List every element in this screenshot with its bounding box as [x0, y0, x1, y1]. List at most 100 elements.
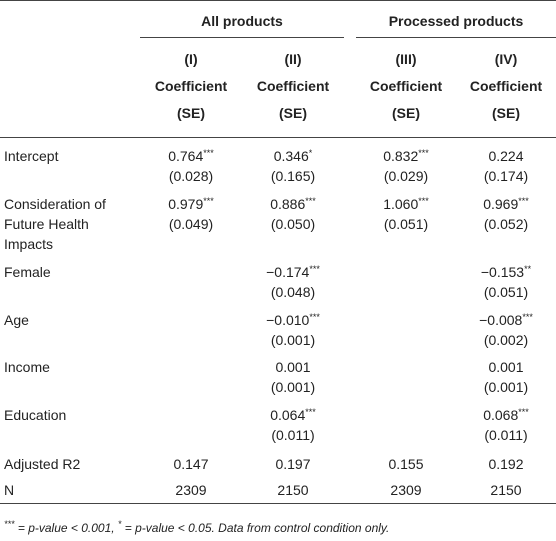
coefficient-value: −0.153 — [480, 264, 525, 280]
row-label-line: Future Health — [4, 216, 89, 232]
standard-error: (0.050) — [270, 216, 316, 232]
column-header-4: (IV) Coefficient (SE) — [456, 49, 556, 123]
coefficient-line: 0.068*** — [456, 405, 556, 425]
standard-error: (0.048) — [270, 284, 316, 300]
coefficient-line: 0.001 — [456, 357, 556, 377]
summary-value: 2309 — [175, 482, 207, 498]
significance-stars: *** — [518, 407, 529, 417]
summary-value: 0.155 — [388, 456, 424, 472]
standard-error: (0.049) — [168, 216, 214, 232]
coefficient-line: −0.010*** — [242, 310, 344, 330]
standard-error: (0.029) — [383, 168, 429, 184]
standard-error: (0.052) — [483, 216, 529, 232]
row-label: Intercept — [4, 146, 140, 166]
standard-error: (0.051) — [383, 216, 429, 232]
standard-error: (0.001) — [483, 379, 529, 395]
coefficient-value: 0.068 — [483, 407, 519, 423]
summary-value: 2309 — [390, 482, 422, 498]
table-footnote: *** = p-value < 0.001, * = p-value < 0.0… — [4, 519, 390, 536]
coefficient-line: −0.008*** — [456, 310, 556, 330]
coefficient-value: 0.064 — [270, 407, 306, 423]
standard-error: (0.001) — [270, 379, 316, 395]
coefficient-cell: 0.886*** (0.050) — [242, 194, 344, 234]
summary-value: 2150 — [490, 482, 522, 498]
standard-error: (0.028) — [168, 168, 214, 184]
row-label: Consideration of Future Health Impacts — [4, 194, 140, 254]
summary-value: 0.147 — [173, 456, 209, 472]
coefficient-cell: 0.969*** (0.052) — [456, 194, 556, 234]
column-subtitle: (SE) — [392, 105, 420, 121]
standard-error: (0.165) — [270, 168, 316, 184]
coefficient-line: 0.832*** — [356, 146, 456, 166]
coefficient-cell: 0.832*** (0.029) — [356, 146, 456, 186]
standard-error: (0.011) — [271, 427, 315, 443]
coefficient-value: 0.886 — [270, 196, 306, 212]
coefficient-value: 0.764 — [168, 148, 204, 164]
group-header-all-products: All products — [201, 13, 283, 29]
significance-stars: *** — [305, 196, 316, 206]
column-header-1: (I) Coefficient (SE) — [140, 49, 242, 123]
significance-stars: *** — [518, 196, 529, 206]
footnote-sig-2: * — [117, 519, 122, 529]
significance-stars: *** — [522, 312, 533, 322]
coefficient-value: 0.832 — [383, 148, 419, 164]
coefficient-cell: −0.008*** (0.002) — [456, 310, 556, 350]
group-header-processed-products: Processed products — [388, 13, 524, 29]
coefficient-line: 0.969*** — [456, 194, 556, 214]
row-label-line: Intercept — [4, 148, 59, 164]
coefficient-value: 0.001 — [488, 359, 524, 375]
footnote-text-2: = p-value < 0.05. Data from control cond… — [121, 521, 390, 535]
column-number: (IV) — [494, 51, 518, 67]
coefficient-value: 0.979 — [168, 196, 204, 212]
significance-stars: *** — [203, 196, 214, 206]
coefficient-value: 0.969 — [483, 196, 519, 212]
significance-stars: *** — [309, 312, 320, 322]
standard-error: (0.174) — [483, 168, 529, 184]
coefficient-value: 0.346 — [273, 148, 309, 164]
column-subtitle: (SE) — [492, 105, 520, 121]
coefficient-cell: 0.979*** (0.049) — [140, 194, 242, 234]
coefficient-cell: 0.064*** (0.011) — [242, 405, 344, 445]
coefficient-cell: −0.010*** (0.001) — [242, 310, 344, 350]
significance-stars: *** — [309, 264, 320, 274]
coefficient-cell: 0.001 (0.001) — [456, 357, 556, 397]
coefficient-line: 0.001 — [242, 357, 344, 377]
coefficient-line: 0.764*** — [140, 146, 242, 166]
significance-stars: *** — [305, 407, 316, 417]
column-number: (I) — [184, 51, 198, 67]
coefficient-cell: 0.068*** (0.011) — [456, 405, 556, 445]
bottom-rule — [0, 503, 556, 504]
coefficient-cell: 0.001 (0.001) — [242, 357, 344, 397]
column-header-3: (III) Coefficient (SE) — [356, 49, 456, 123]
coefficient-cell: 0.224 (0.174) — [456, 146, 556, 186]
significance-stars: * — [308, 148, 313, 158]
group-rule-all-products — [140, 37, 344, 38]
column-title: Coefficient — [469, 78, 543, 94]
summary-label: N — [4, 482, 15, 498]
significance-stars: *** — [418, 148, 429, 158]
summary-value: 0.192 — [488, 456, 524, 472]
significance-stars: *** — [203, 148, 214, 158]
coefficient-value: 1.060 — [383, 196, 419, 212]
footnote-sig-1: *** — [4, 519, 15, 529]
coefficient-line: 0.064*** — [242, 405, 344, 425]
standard-error: (0.011) — [484, 427, 528, 443]
coefficient-value: 0.224 — [488, 148, 524, 164]
significance-stars: *** — [418, 196, 429, 206]
summary-value: 0.197 — [275, 456, 311, 472]
coefficient-cell: −0.174*** (0.048) — [242, 262, 344, 302]
column-subtitle: (SE) — [177, 105, 205, 121]
coefficient-line: 0.224 — [456, 146, 556, 166]
coefficient-cell: 0.346* (0.165) — [242, 146, 344, 186]
column-title: Coefficient — [369, 78, 443, 94]
row-label-line: Impacts — [4, 236, 54, 252]
top-rule — [0, 0, 556, 1]
coefficient-line: −0.174*** — [242, 262, 344, 282]
row-label: Female — [4, 262, 140, 282]
summary-label: Adjusted R2 — [4, 456, 81, 472]
column-subtitle: (SE) — [279, 105, 307, 121]
coefficient-line: 0.346* — [242, 146, 344, 166]
row-label: Income — [4, 357, 140, 377]
significance-stars: ** — [524, 264, 532, 274]
row-label-line: Income — [4, 359, 50, 375]
